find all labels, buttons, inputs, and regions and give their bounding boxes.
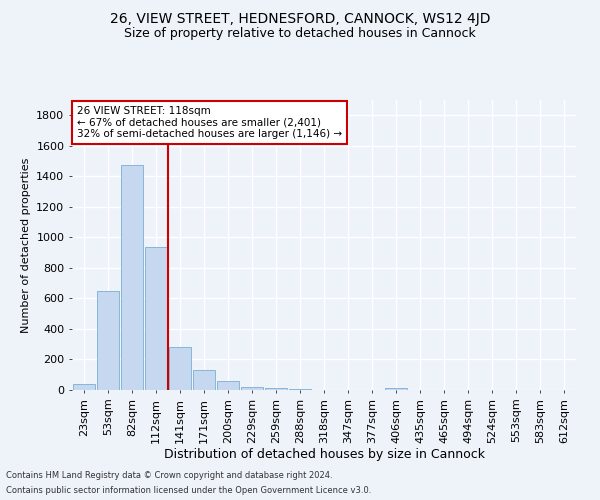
- Text: 26 VIEW STREET: 118sqm
← 67% of detached houses are smaller (2,401)
32% of semi-: 26 VIEW STREET: 118sqm ← 67% of detached…: [77, 106, 342, 139]
- Bar: [73, 384, 95, 390]
- Bar: [97, 291, 119, 390]
- Bar: [145, 246, 167, 390]
- Bar: [121, 166, 143, 390]
- Bar: [169, 347, 191, 390]
- Bar: [289, 389, 311, 390]
- Bar: [217, 380, 239, 390]
- Text: Size of property relative to detached houses in Cannock: Size of property relative to detached ho…: [124, 28, 476, 40]
- Bar: [193, 370, 215, 390]
- Text: Contains public sector information licensed under the Open Government Licence v3: Contains public sector information licen…: [6, 486, 371, 495]
- Bar: [265, 388, 287, 390]
- Text: 26, VIEW STREET, HEDNESFORD, CANNOCK, WS12 4JD: 26, VIEW STREET, HEDNESFORD, CANNOCK, WS…: [110, 12, 490, 26]
- Y-axis label: Number of detached properties: Number of detached properties: [20, 158, 31, 332]
- X-axis label: Distribution of detached houses by size in Cannock: Distribution of detached houses by size …: [163, 448, 485, 462]
- Text: Contains HM Land Registry data © Crown copyright and database right 2024.: Contains HM Land Registry data © Crown c…: [6, 471, 332, 480]
- Bar: [385, 388, 407, 390]
- Bar: [241, 386, 263, 390]
